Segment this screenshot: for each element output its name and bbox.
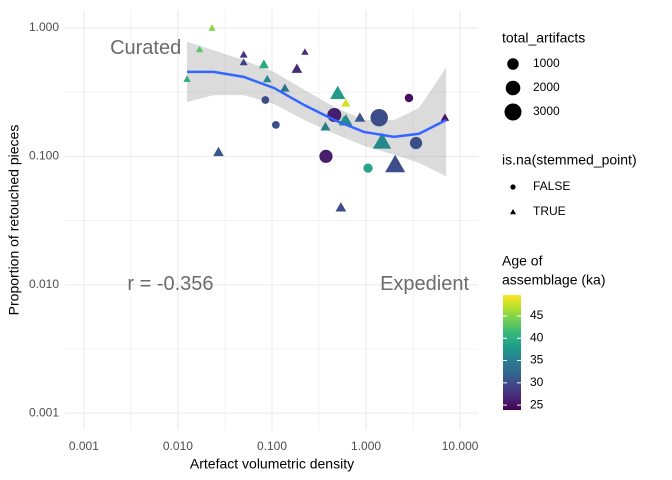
legend-shape-key <box>510 209 516 215</box>
point <box>330 85 346 99</box>
point <box>409 136 423 150</box>
point <box>239 50 248 58</box>
x-tick-label: 10.000 <box>442 439 479 453</box>
point <box>262 74 272 83</box>
plot-panel: Curated r = -0.356 Expedient <box>110 24 469 295</box>
legend-size-key <box>504 103 522 121</box>
legend-label: TRUE <box>533 204 566 218</box>
smooth-line <box>187 70 447 139</box>
legend-title: Age of <box>502 253 543 269</box>
legend-title: total_artifacts <box>502 30 585 46</box>
legend-title: assemblage (ka) <box>502 272 606 288</box>
grid: 0.001 0.010 0.100 1.000 10.000 0.001 0.010 0.10… <box>29 10 479 453</box>
point <box>195 45 204 53</box>
y-tick-label: 0.010 <box>29 277 59 291</box>
y-tick-label: 0.001 <box>29 405 59 419</box>
annotation: Expedient <box>380 273 469 295</box>
x-tick-label: 0.010 <box>163 439 193 453</box>
x-tick-label: 1.000 <box>351 439 381 453</box>
legend-size-key <box>507 58 519 70</box>
point <box>372 132 392 149</box>
legend-label: 3000 <box>533 104 560 118</box>
point <box>261 96 270 104</box>
point <box>301 48 309 55</box>
colorbar-label: 35 <box>530 353 544 367</box>
point <box>341 98 351 107</box>
y-axis-title: Proportion of retouched pieces <box>6 125 22 316</box>
point <box>291 63 303 73</box>
colorbar-label: 30 <box>530 375 544 389</box>
point <box>354 112 366 122</box>
y-tick-label: 0.100 <box>29 149 59 163</box>
y-tick-label: 1.000 <box>29 20 59 34</box>
legend-title: is.na(stemmed_point) <box>502 152 637 168</box>
legend: 1000 2000 3000 FALSE TRUE 25 30 35 40 45 <box>503 56 570 411</box>
point <box>208 24 216 31</box>
x-tick-label: 0.100 <box>257 439 287 453</box>
legend-label: 1000 <box>533 56 560 70</box>
legend-label: FALSE <box>533 179 570 193</box>
colorbar <box>503 295 521 410</box>
point <box>440 113 450 121</box>
point <box>370 109 388 127</box>
x-tick-label: 0.001 <box>69 439 99 453</box>
point <box>239 58 248 66</box>
point <box>183 75 191 82</box>
colorbar-label: 45 <box>530 308 544 322</box>
colorbar-label: 25 <box>530 397 544 411</box>
point <box>319 149 333 163</box>
point <box>320 121 331 131</box>
point <box>272 120 280 129</box>
annotation: Curated <box>110 37 181 59</box>
x-axis-title: Artefact volumetric density <box>190 456 354 472</box>
colorbar-label: 40 <box>530 330 544 344</box>
point <box>363 163 373 173</box>
annotation: r = -0.356 <box>127 273 213 295</box>
legend-shape-key <box>510 184 516 190</box>
legend-label: 2000 <box>533 80 560 94</box>
legend-size-key <box>505 80 521 96</box>
point <box>213 146 224 157</box>
point <box>385 154 406 173</box>
point <box>335 202 347 212</box>
point <box>258 59 269 69</box>
point <box>404 93 414 103</box>
point <box>280 83 290 92</box>
